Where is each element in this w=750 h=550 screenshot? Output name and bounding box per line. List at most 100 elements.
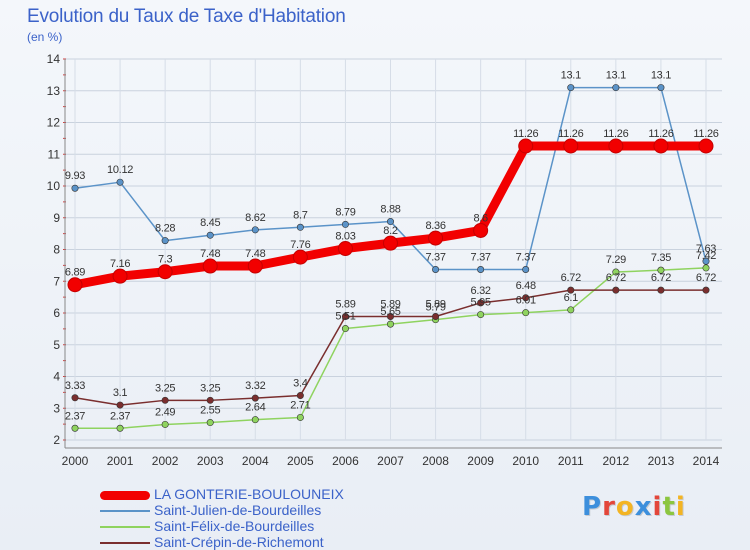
series-3-label-13: 6.72 (651, 272, 671, 284)
series-1-label-3: 8.45 (200, 217, 220, 229)
series-0-label-1: 7.16 (110, 258, 130, 270)
series-0-point-5 (292, 249, 308, 265)
x-tick-label-10: 2010 (512, 454, 539, 468)
x-tick-label-1: 2001 (107, 454, 134, 468)
series-0-point-10 (518, 138, 534, 154)
x-tick-label-7: 2007 (377, 454, 404, 468)
series-0-point-1 (112, 268, 128, 284)
series-2-point-0 (71, 424, 79, 432)
series-3-point-5 (296, 392, 304, 400)
series-2-point-6 (341, 325, 349, 333)
series-2-label-1: 2.37 (110, 410, 130, 422)
series-1-label-2: 8.28 (155, 223, 175, 235)
series-0-label-8: 8.36 (425, 220, 445, 232)
y-tick-label-1: 3 (53, 401, 60, 415)
series-1-label-14: 7.63 (696, 243, 716, 255)
series-0-point-3 (202, 258, 218, 274)
y-tick-label-6: 8 (53, 243, 60, 257)
series-0-point-0 (67, 277, 83, 293)
series-0-label-2: 7.3 (158, 254, 173, 266)
series-0-point-12 (608, 138, 624, 154)
series-3-point-0 (71, 394, 79, 402)
x-tick-label-14: 2014 (693, 454, 720, 468)
series-3-label-14: 6.72 (696, 272, 716, 284)
legend-label-2: Saint-Félix-de-Bourdeilles (154, 518, 315, 534)
series-1-point-2 (161, 237, 169, 245)
series-1-label-6: 8.79 (335, 206, 355, 218)
series-1-label-9: 7.37 (471, 252, 491, 264)
logo-letter-4: i (652, 492, 663, 522)
x-tick-label-3: 2003 (197, 454, 224, 468)
series-2-label-13: 7.35 (651, 252, 671, 264)
series-2-point-4 (251, 416, 259, 424)
proxiti-logo: Proxiti (582, 492, 686, 522)
x-tick-label-6: 2006 (332, 454, 359, 468)
series-3-label-9: 6.32 (471, 285, 491, 297)
y-tick-label-10: 12 (47, 116, 61, 130)
legend-label-0: LA GONTERIE-BOULOUNEIX (154, 486, 344, 502)
series-1-label-4: 8.62 (245, 212, 265, 224)
series-1-point-12 (612, 84, 620, 92)
series-3-label-12: 6.72 (606, 272, 626, 284)
series-0-label-5: 7.76 (290, 239, 310, 251)
logo-letter-5: t (662, 492, 676, 522)
series-1-point-11 (567, 84, 575, 92)
series-2-label-0: 2.37 (65, 410, 85, 422)
series-1-label-5: 8.7 (293, 209, 308, 221)
x-tick-label-12: 2012 (603, 454, 630, 468)
series-1-point-8 (432, 266, 440, 274)
series-1-point-1 (116, 178, 124, 186)
series-0-label-3: 7.48 (200, 248, 220, 260)
series-3-point-12 (612, 286, 620, 294)
series-1-point-9 (477, 266, 485, 274)
series-1-point-6 (341, 220, 349, 228)
series-2-label-3: 2.55 (200, 405, 220, 417)
series-2-point-1 (116, 424, 124, 432)
y-tick-label-12: 14 (47, 52, 61, 66)
series-3-point-14 (702, 286, 710, 294)
series-layer (67, 84, 714, 432)
series-2-point-2 (161, 420, 169, 428)
x-tick-label-4: 2004 (242, 454, 269, 468)
series-2-point-14 (702, 264, 710, 272)
series-0-point-2 (157, 264, 173, 280)
legend-item-2: Saint-Félix-de-Bourdeilles (100, 518, 344, 534)
series-3-label-5: 3.4 (293, 378, 308, 390)
series-0-point-7 (383, 235, 398, 251)
series-0-label-7: 8.2 (383, 225, 398, 237)
legend-swatch-2 (100, 526, 150, 529)
data-label-layer: 2.37 2.37 2.49 2.55 2.64 2.71 5.51 5.65 5.79 5.95… (65, 70, 719, 423)
x-tick-label-11: 2011 (558, 454, 584, 468)
legend-swatch-3 (100, 542, 150, 545)
series-1-point-4 (251, 226, 259, 234)
series-2-label-10: 6.01 (516, 295, 536, 307)
y-tick-label-8: 10 (47, 179, 61, 193)
series-2-point-13 (657, 266, 665, 274)
logo-letter-0: P (582, 492, 603, 522)
legend-swatch-0 (100, 490, 150, 500)
series-3-label-6: 5.89 (335, 298, 355, 310)
series-0-label-13: 11.26 (648, 128, 673, 140)
legend-item-3: Saint-Crépin-de-Richemont (100, 534, 344, 550)
series-3-label-3: 3.25 (200, 382, 220, 394)
x-tick-label-13: 2013 (648, 454, 675, 468)
series-0-label-10: 11.26 (513, 128, 538, 140)
series-1-label-12: 13.1 (606, 70, 626, 82)
series-3-label-0: 3.33 (65, 380, 85, 392)
series-1-point-7 (386, 218, 394, 226)
series-1-label-1: 10.12 (107, 164, 133, 176)
x-tick-label-9: 2009 (467, 454, 494, 468)
axis-layer: 2 3 4 5 6 7 8 9 10 11 12 13 14 2000 2001 2002 2003 2004 20… (47, 52, 722, 468)
series-1-point-0 (71, 184, 79, 192)
series-2-point-7 (386, 320, 394, 328)
series-3-label-10: 6.48 (516, 280, 536, 292)
legend-item-1: Saint-Julien-de-Bourdeilles (100, 502, 344, 518)
logo-letter-1: r (602, 492, 616, 522)
series-1-label-11: 13.1 (561, 70, 581, 82)
logo-letter-6: i (675, 492, 686, 522)
legend-label-3: Saint-Crépin-de-Richemont (154, 534, 324, 550)
chart-title: Evolution du Taux de Taxe d'Habitation (27, 6, 346, 27)
series-3-point-13 (657, 286, 665, 294)
